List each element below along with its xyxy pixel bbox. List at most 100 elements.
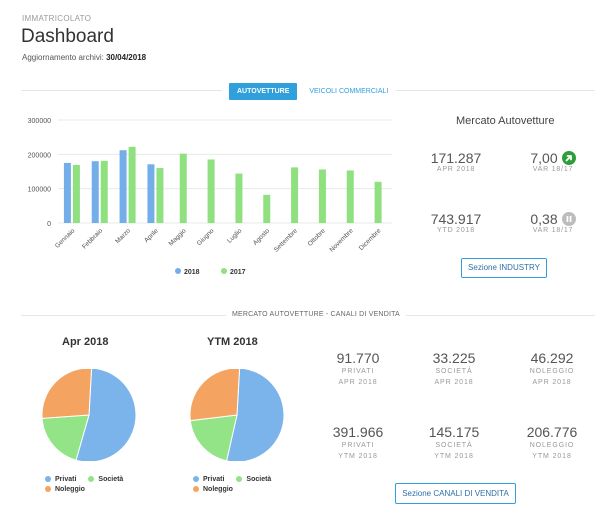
kpi-monthly-value: 171.287 bbox=[430, 150, 482, 166]
stat-noleggio-apr: 46.292 NOLEGGIO APR 2018 bbox=[512, 350, 592, 388]
bar-2017-gennaio bbox=[72, 164, 80, 223]
legend-dot bbox=[236, 476, 243, 483]
x-tick-label: Febbraio bbox=[81, 227, 104, 250]
legend-dot bbox=[45, 476, 51, 483]
stat-period: APR 2018 bbox=[434, 379, 474, 386]
bar-2017-marzo bbox=[128, 146, 136, 223]
stat-societa-ytd: 145.175 SOCIETÀ YTM 2018 bbox=[414, 424, 494, 462]
x-tick-label: Luglio bbox=[226, 227, 243, 244]
x-tick-label: Maggio bbox=[168, 227, 188, 247]
kpi-var-ytd: 0,38 VAR 18/17 bbox=[520, 211, 586, 234]
stat-value: 206.776 bbox=[526, 424, 578, 440]
legend-dot bbox=[88, 476, 95, 483]
y-tick-label: 100000 bbox=[28, 187, 51, 194]
legend-dot bbox=[193, 486, 199, 493]
x-tick-label: Dicembre bbox=[358, 227, 383, 252]
y-tick-label: 200000 bbox=[28, 152, 51, 159]
pie-chart-ytd bbox=[189, 369, 285, 461]
kpi-var-monthly-value: 7,00 bbox=[530, 150, 558, 166]
stat-label: NOLEGGIO bbox=[529, 368, 575, 375]
legend-label: Società bbox=[246, 476, 272, 483]
pause-icon bbox=[561, 212, 576, 226]
bar-2018-marzo bbox=[119, 150, 127, 223]
divider bbox=[21, 90, 222, 91]
legend-label: Noleggio bbox=[55, 486, 85, 493]
stat-value: 33.225 bbox=[432, 350, 476, 366]
stat-label: PRIVATI bbox=[341, 442, 375, 449]
legend-item-societa: Società bbox=[88, 476, 123, 483]
stat-label: PRIVATI bbox=[341, 368, 375, 375]
pie-slice-società bbox=[41, 414, 90, 461]
stat-period: YTM 2018 bbox=[338, 453, 378, 460]
stat-value: 145.175 bbox=[428, 424, 480, 440]
x-tick-label: Aprile bbox=[143, 227, 160, 244]
kpi-var-monthly-label: VAR 18/17 bbox=[532, 166, 574, 173]
x-tick-label: Marzo bbox=[114, 227, 132, 245]
pie-apr-title: Apr 2018 bbox=[62, 336, 109, 348]
bar-2018-febbraio bbox=[91, 161, 99, 223]
bar-2017-settembre bbox=[291, 167, 299, 223]
stat-value: 46.292 bbox=[530, 350, 574, 366]
kpi-var-monthly: 7,00 VAR 18/17 bbox=[520, 150, 586, 173]
legend-label: Privati bbox=[203, 476, 225, 483]
vehicle-tabs: AUTOVETTURE VEICOLI COMMERCIALI bbox=[229, 83, 397, 100]
legend-label-2018: 2018 bbox=[184, 269, 200, 276]
y-tick-label: 300000 bbox=[28, 118, 51, 125]
stat-value: 91.770 bbox=[336, 350, 380, 366]
kpi-ytd-label: YTD 2018 bbox=[437, 227, 475, 234]
pie-ytd-legend: Privati Società Noleggio bbox=[193, 476, 271, 493]
legend-item-privati: Privati bbox=[45, 476, 76, 483]
pie-slice-privati bbox=[75, 369, 137, 461]
arrow-up-right-icon bbox=[561, 151, 576, 165]
channels-section-button[interactable]: Sezione CANALI DI VENDITA bbox=[395, 483, 516, 504]
kpi-monthly-label: APR 2018 bbox=[436, 166, 476, 173]
bar-2017-ottobre bbox=[318, 169, 326, 223]
industry-section-button[interactable]: Sezione INDUSTRY bbox=[461, 258, 547, 278]
legend-label: Società bbox=[98, 476, 124, 483]
pie-chart-apr bbox=[41, 369, 137, 461]
legend-item-noleggio: Noleggio bbox=[193, 486, 271, 493]
tab-autovetture[interactable]: AUTOVETTURE bbox=[229, 83, 298, 100]
legend-dot bbox=[193, 476, 199, 483]
archive-update: Aggiornamento archivi: 30/04/2018 bbox=[22, 53, 146, 62]
legend-label: Privati bbox=[55, 476, 77, 483]
bar-2017-dicembre bbox=[374, 181, 382, 223]
x-tick-label: Ottobre bbox=[307, 227, 328, 248]
x-tick-label: Agosto bbox=[252, 227, 272, 247]
x-tick-label: Gennaio bbox=[54, 227, 77, 250]
pie-slice-noleggio bbox=[41, 369, 93, 419]
pie-ytd-title: YTM 2018 bbox=[207, 336, 258, 348]
stat-label: SOCIETÀ bbox=[435, 442, 473, 449]
kpi-var-ytd-value: 0,38 bbox=[530, 211, 558, 227]
market-title: Mercato Autovetture bbox=[456, 115, 555, 127]
bar-2017-febbraio bbox=[100, 160, 108, 223]
stat-privati-ytd: 391.966 PRIVATI YTM 2018 bbox=[318, 424, 398, 462]
archive-update-label: Aggiornamento archivi: bbox=[22, 53, 104, 62]
channels-section-label: MERCATO AUTOVETTURE - CANALI DI VENDITA bbox=[226, 311, 406, 318]
legend-label-2017: 2017 bbox=[230, 269, 246, 276]
x-tick-label: Giugno bbox=[196, 227, 216, 247]
bar-2017-maggio bbox=[179, 153, 187, 223]
stat-privati-apr: 91.770 PRIVATI APR 2018 bbox=[318, 350, 398, 388]
kpi-ytd: 743.917 YTD 2018 bbox=[416, 211, 496, 234]
pie-apr-legend: Privati Società Noleggio bbox=[45, 476, 123, 493]
kpi-var-ytd-label: VAR 18/17 bbox=[532, 227, 574, 234]
legend-dot-2017 bbox=[221, 268, 227, 274]
bar-2017-agosto bbox=[263, 194, 271, 223]
archive-update-date: 30/04/2018 bbox=[106, 53, 147, 62]
x-tick-label: Settembre bbox=[273, 227, 299, 253]
legend-dot-2018 bbox=[175, 268, 181, 274]
tab-veicoli-commerciali[interactable]: VEICOLI COMMERCIALI bbox=[297, 83, 397, 100]
stat-period: YTM 2018 bbox=[434, 453, 474, 460]
bar-2018-gennaio bbox=[63, 162, 71, 223]
stat-label: NOLEGGIO bbox=[529, 442, 575, 449]
legend-item-noleggio: Noleggio bbox=[45, 486, 123, 493]
stat-societa-apr: 33.225 SOCIETÀ APR 2018 bbox=[414, 350, 494, 388]
stat-value: 391.966 bbox=[332, 424, 384, 440]
bar-2018-aprile bbox=[147, 164, 155, 223]
stat-period: APR 2018 bbox=[338, 379, 378, 386]
bar-2017-novembre bbox=[346, 170, 354, 223]
legend-dot bbox=[45, 486, 51, 493]
bar-2017-giugno bbox=[207, 159, 215, 223]
